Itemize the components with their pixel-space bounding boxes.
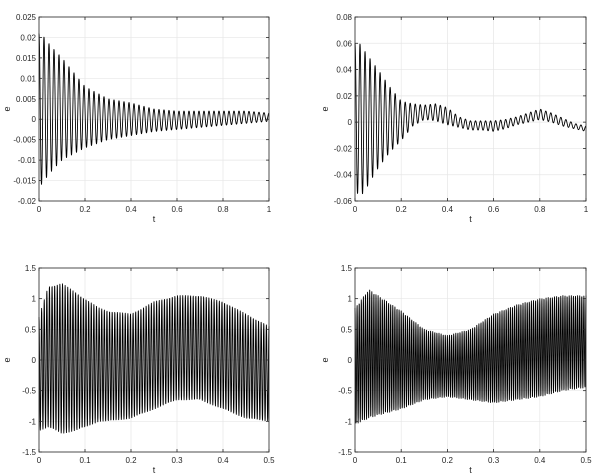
series-line: [38, 283, 270, 434]
series-line: [38, 33, 270, 185]
y-tick-label: 1.5: [341, 264, 353, 273]
x-tick-label: 0.4: [217, 456, 229, 465]
x-tick-label: 0.1: [396, 456, 408, 465]
y-tick-label: 0.005: [16, 95, 37, 104]
y-tick-label: 0.025: [16, 13, 37, 22]
y-tick-label: -0.5: [22, 387, 36, 396]
subplot-4: 0 0.1 0.2 0.3 0.4 0.5 -1.5 -1 -0.5 0 0.5 1 1.5 t e: [320, 264, 592, 474]
subplot-1: 0 0.2 0.4 0.6 0.8 1 -0.02 -0.015 -0.01 -0.005 0 0.0…: [2, 13, 272, 224]
y-tick-label: 0.02: [336, 92, 352, 101]
x-tick-label: 0.5: [263, 456, 275, 465]
y-tick-label: -0.02: [18, 197, 37, 206]
y-axis-label: e: [320, 106, 330, 111]
axes-box: [38, 16, 270, 202]
x-tick-label: 0.6: [171, 205, 183, 214]
axes-box: [354, 16, 587, 202]
x-tick-label: 0.8: [217, 205, 229, 214]
x-tick-label: 0.4: [534, 456, 546, 465]
y-tick-label: 0.04: [336, 66, 352, 75]
x-axis-label: t: [153, 465, 156, 474]
x-tick-label: 0.2: [442, 456, 454, 465]
y-axis-label: e: [2, 106, 12, 111]
x-tick-label: 0: [37, 456, 42, 465]
x-tick-label: 0.5: [580, 456, 592, 465]
y-tick-label: -1: [345, 417, 353, 426]
y-tick-label: 0.08: [336, 13, 352, 22]
x-tick-label: 0: [37, 205, 42, 214]
x-tick-label: 0.4: [442, 205, 454, 214]
y-tick-label: -0.06: [334, 197, 353, 206]
x-axis-label: t: [153, 214, 156, 224]
y-tick-label: -0.5: [338, 387, 352, 396]
x-tick-label: 0.6: [488, 205, 500, 214]
y-tick-label: 0: [348, 356, 353, 365]
x-axis-label: t: [469, 465, 472, 474]
y-tick-label: -1.5: [338, 448, 352, 457]
y-tick-label: 0.06: [336, 39, 352, 48]
x-tick-label: 0.1: [79, 456, 91, 465]
y-tick-label: -0.04: [334, 171, 353, 180]
plot-area: [355, 17, 586, 201]
y-tick-label: 1: [32, 295, 37, 304]
x-tick-label: 0.4: [125, 205, 137, 214]
y-tick-label: 0: [32, 356, 37, 365]
x-axis-label: t: [469, 214, 472, 224]
y-tick-label: 0.02: [20, 33, 36, 42]
x-tick-label: 0: [353, 456, 358, 465]
y-tick-label: 0: [32, 115, 37, 124]
y-tick-label: 0.5: [341, 325, 353, 334]
series-line: [354, 43, 587, 195]
x-tick-label: 1: [584, 205, 589, 214]
y-axis-label: e: [2, 357, 12, 362]
subplot-2: 0 0.2 0.4 0.6 0.8 1 -0.06 -0.04 -0.02 0 0.02 0.04 0.…: [320, 13, 589, 224]
y-tick-label: 0.015: [16, 54, 37, 63]
x-tick-label: 0.2: [396, 205, 408, 214]
y-tick-label: 0.01: [20, 74, 36, 83]
y-tick-label: -0.02: [334, 144, 353, 153]
y-tick-label: -0.01: [18, 156, 37, 165]
x-tick-label: 0.8: [534, 205, 546, 214]
x-tick-label: 0.3: [171, 456, 183, 465]
x-tick-label: 1: [267, 205, 272, 214]
x-tick-label: 0.2: [79, 205, 91, 214]
y-axis-label: e: [320, 357, 330, 362]
y-tick-label: -1: [29, 417, 37, 426]
y-tick-label: -0.005: [13, 136, 36, 145]
y-tick-label: 1.5: [25, 264, 37, 273]
x-tick-label: 0.3: [488, 456, 500, 465]
x-tick-label: 0: [353, 205, 358, 214]
y-tick-label: -0.015: [13, 177, 36, 186]
x-tick-label: 0.2: [125, 456, 137, 465]
y-tick-label: -1.5: [22, 448, 36, 457]
y-tick-label: 0: [348, 118, 353, 127]
y-tick-label: 0.5: [25, 325, 37, 334]
series-line: [354, 289, 587, 424]
subplot-3: 0 0.1 0.2 0.3 0.4 0.5 -1.5 -1 -0.5 0 0.5 1 1.5 t e: [2, 264, 275, 474]
y-tick-label: 1: [348, 295, 353, 304]
